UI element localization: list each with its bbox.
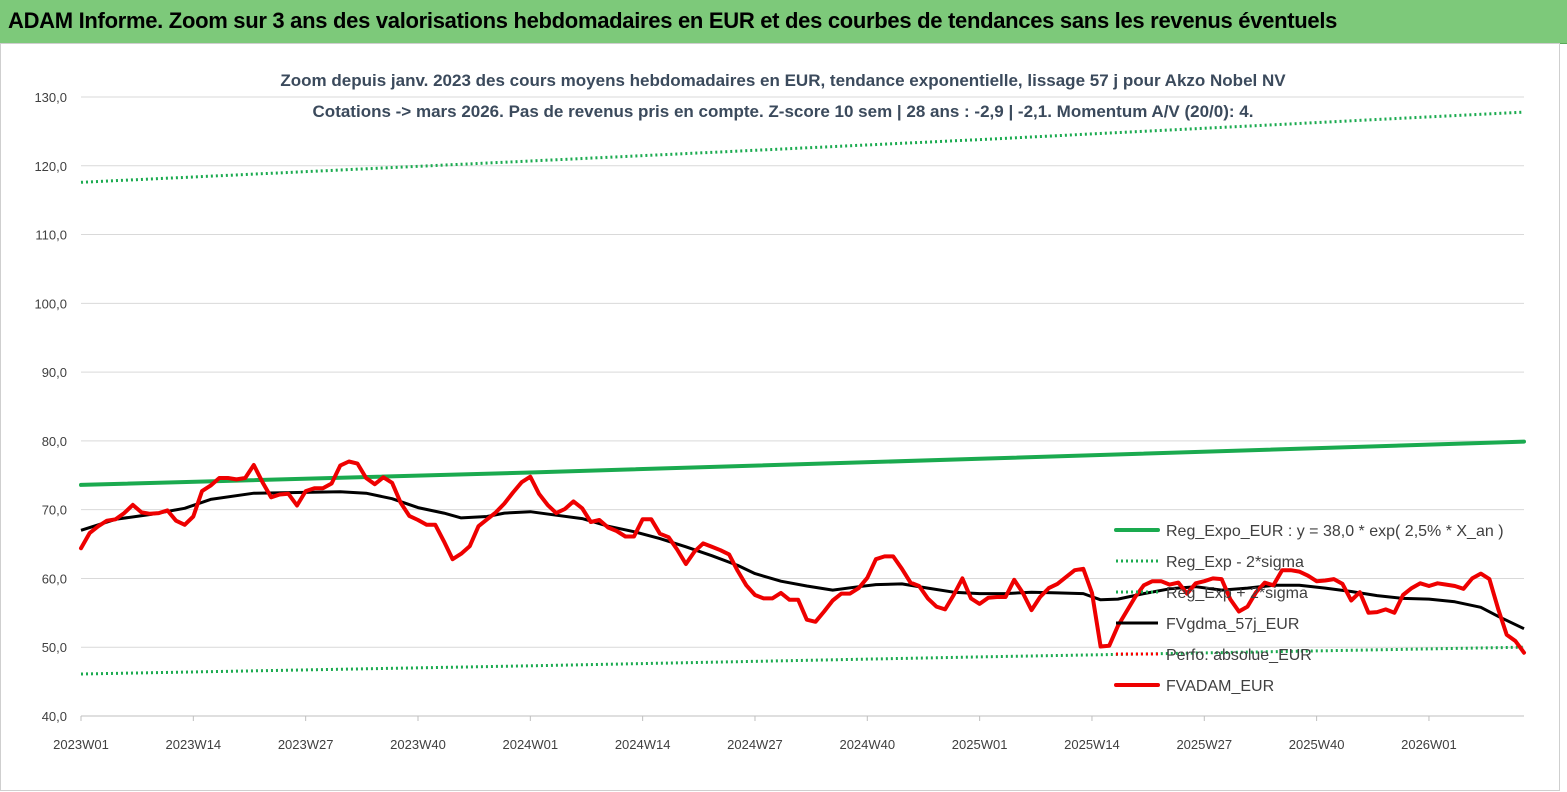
gridlines	[81, 96, 1524, 717]
legend-label: FVgdma_57j_EUR	[1166, 616, 1299, 633]
report-banner: ADAM Informe. Zoom sur 3 ans des valoris…	[0, 0, 1567, 44]
x-tick-label: 2024W14	[615, 737, 671, 752]
x-tick-label: 2023W14	[166, 737, 222, 752]
y-axis-ticks: 130,0 120,0 110,0 100,0 90,0 80,0 70,0 60,0 50,0…	[34, 90, 67, 724]
y-tick-label: 110,0	[35, 228, 67, 243]
x-tick-label: 2023W40	[390, 737, 446, 752]
legend-label: Reg_Exp - 2*sigma	[1166, 554, 1304, 571]
legend-label: FVADAM_EUR	[1166, 678, 1274, 695]
x-tick-label: 2023W27	[278, 737, 334, 752]
series-line-reg-expo-eur-y-38-0-exp-2-5-x-an	[79, 439, 1526, 487]
y-tick-label: 90,0	[42, 365, 67, 380]
x-tick-label: 2025W40	[1289, 737, 1345, 752]
x-tick-label: 2025W01	[952, 737, 1008, 752]
y-tick-label: 120,0	[34, 159, 67, 174]
report-title: ADAM Informe. Zoom sur 3 ans des valoris…	[8, 8, 1338, 33]
x-tick-label: 2025W14	[1064, 737, 1120, 752]
legend-label: Reg_Exp + 2*sigma	[1166, 585, 1308, 602]
chart-title: Zoom depuis janv. 2023 des cours moyens …	[280, 71, 1286, 90]
y-tick-label: 40,0	[42, 709, 67, 724]
x-tick-label: 2026W01	[1401, 737, 1457, 752]
series-line-reg-exp-2-sigma	[80, 110, 1525, 184]
y-tick-label: 70,0	[42, 503, 67, 518]
x-tick-label: 2025W27	[1176, 737, 1232, 752]
y-tick-label: 100,0	[34, 296, 67, 311]
series-line-fvgdma-57j-eur	[80, 490, 1525, 631]
line-chart: 130,0 120,0 110,0 100,0 90,0 80,0 70,0 60,0 50,0…	[34, 71, 1526, 752]
x-tick-label: 2024W40	[839, 737, 895, 752]
legend-label: Perfo. absolue_EUR	[1166, 647, 1312, 664]
y-tick-label: 60,0	[42, 571, 67, 586]
chart-legend: Reg_Expo_EUR : y = 38,0 * exp( 2,5% * X_…	[1114, 523, 1504, 695]
y-tick-label: 50,0	[42, 640, 67, 655]
y-tick-label: 130,0	[34, 90, 67, 105]
series-line-reg-exp-2-sigma	[80, 645, 1525, 676]
chart-subtitle: Cotations -> mars 2026. Pas de revenus p…	[313, 102, 1254, 121]
chart-series	[79, 110, 1526, 676]
x-tick-label: 2024W27	[727, 737, 783, 752]
x-tick-label: 2023W01	[53, 737, 109, 752]
chart-area: 130,0 120,0 110,0 100,0 90,0 80,0 70,0 60,0 50,0…	[0, 43, 1560, 791]
legend-label: Reg_Expo_EUR : y = 38,0 * exp( 2,5% * X_…	[1166, 523, 1504, 540]
y-tick-label: 80,0	[42, 434, 67, 449]
series-line-fvadam-eur	[79, 459, 1526, 655]
x-tick-label: 2024W01	[502, 737, 558, 752]
x-axis: 2023W01 2023W14 2023W27 2023W40 2024W01 2024W…	[53, 715, 1524, 752]
